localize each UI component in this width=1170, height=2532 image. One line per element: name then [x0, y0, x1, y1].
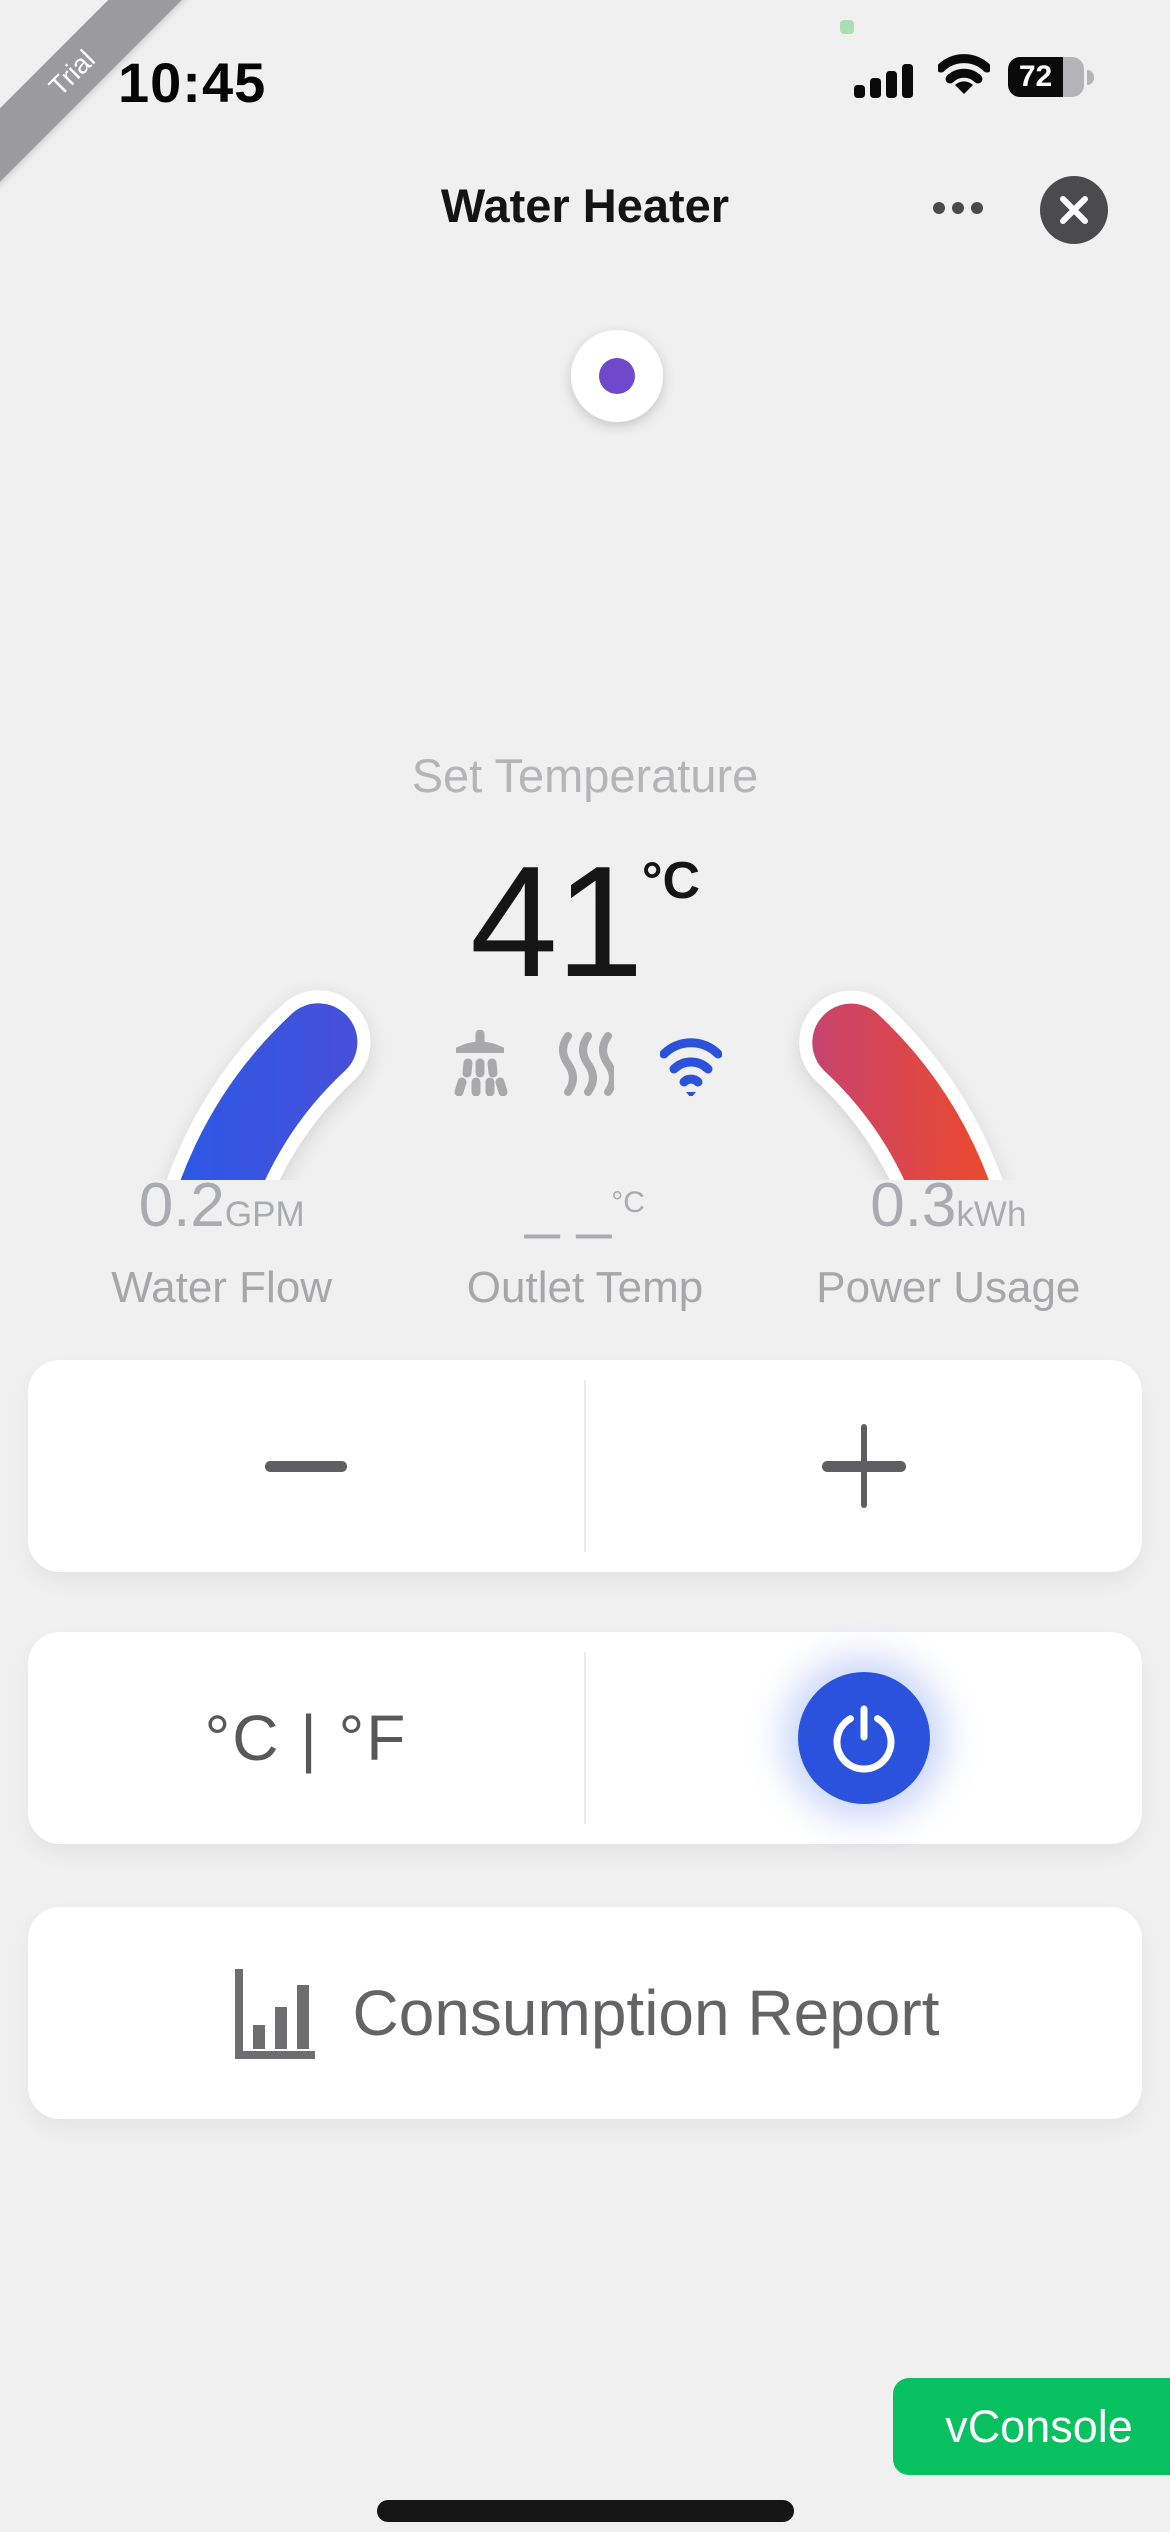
plus-icon [822, 1424, 906, 1508]
unit-power-card: °C | °F [28, 1632, 1142, 1844]
power-usage-label: Power Usage [816, 1263, 1081, 1312]
privacy-indicator-dot [840, 20, 854, 34]
wifi-signal-icon [660, 1038, 722, 1096]
vconsole-label: vConsole [945, 2400, 1133, 2452]
outlet-temp-value: _ _ [525, 1171, 612, 1240]
shower-icon [454, 1030, 508, 1096]
temperature-stepper-card [28, 1360, 1142, 1572]
card-divider [584, 1652, 586, 1824]
status-bar-time: 10:45 [118, 51, 267, 114]
close-button[interactable] [1040, 176, 1108, 244]
stat-water-flow: 0.2GPM Water Flow [40, 1170, 403, 1313]
unit-toggle-label: °C | °F [204, 1702, 408, 1774]
outlet-temp-label: Outlet Temp [466, 1263, 704, 1312]
water-flow-label: Water Flow [111, 1263, 333, 1312]
set-temperature-label: Set Temperature [411, 749, 759, 802]
battery-percent: 72 [1018, 60, 1053, 93]
ellipsis-icon [933, 202, 945, 214]
minus-icon [265, 1460, 347, 1472]
outlet-temp-unit: °C [611, 1186, 645, 1219]
heat-waves-icon [559, 1032, 614, 1096]
close-icon [1060, 196, 1088, 224]
stat-power-usage: 0.3kWh Power Usage [767, 1170, 1130, 1313]
mode-icon-row [0, 1030, 1170, 1096]
power-icon [833, 1705, 895, 1773]
set-temperature-value: 41°C [0, 832, 1170, 1013]
water-flow-unit: GPM [224, 1195, 305, 1234]
cellular-signal-icon [854, 60, 916, 100]
stat-outlet-temp: _ _°C Outlet Temp [403, 1170, 766, 1313]
dial-knob-handle [571, 330, 663, 422]
temperature-unit: °C [641, 852, 701, 910]
consumption-report-label: Consumption Report [352, 1977, 940, 2049]
temperature-number: 41 [469, 834, 644, 1010]
vconsole-button[interactable]: vConsole [893, 2378, 1170, 2475]
power-button[interactable] [798, 1672, 930, 1804]
power-usage-unit: kWh [956, 1195, 1027, 1234]
telemetry-row: 0.2GPM Water Flow _ _°C Outlet Temp 0.3k… [40, 1170, 1130, 1313]
unit-toggle-button[interactable]: °C | °F [28, 1632, 584, 1844]
card-divider [584, 1380, 586, 1552]
battery-icon: 72 [1008, 57, 1096, 97]
home-indicator[interactable] [377, 2500, 794, 2522]
temperature-dial[interactable] [0, 0, 1170, 1180]
decrease-temperature-button[interactable] [28, 1360, 584, 1572]
more-options-button[interactable] [922, 182, 994, 234]
increase-temperature-button[interactable] [586, 1360, 1142, 1572]
power-usage-value: 0.3 [870, 1171, 957, 1240]
page-title: Water Heater [440, 179, 730, 232]
bar-chart-icon [234, 1969, 315, 2059]
consumption-report-button[interactable]: Consumption Report [28, 1907, 1142, 2119]
power-toggle-area[interactable] [586, 1632, 1142, 1844]
wifi-status-icon [938, 54, 990, 94]
water-flow-value: 0.2 [138, 1171, 225, 1240]
